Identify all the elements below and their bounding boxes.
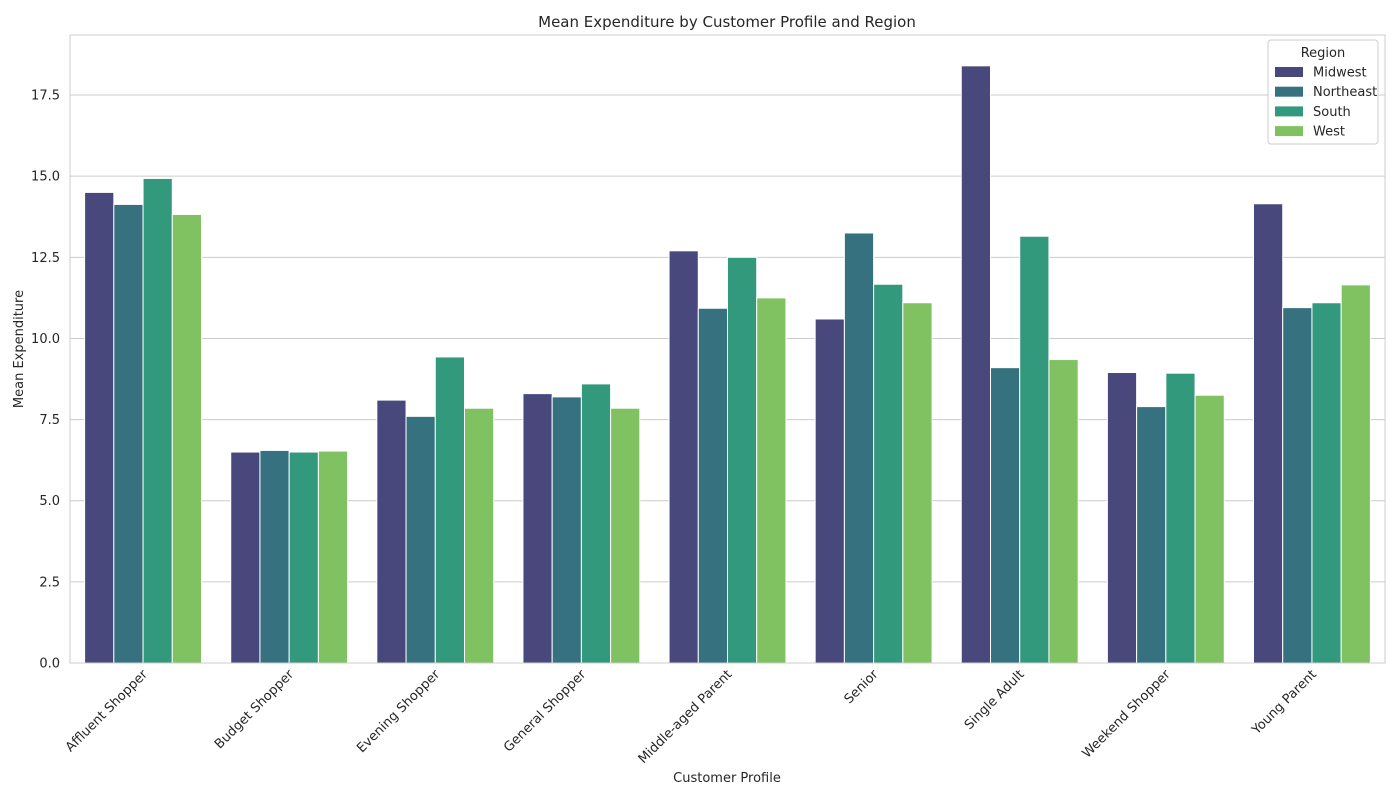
chart-title: Mean Expenditure by Customer Profile and… xyxy=(538,13,916,31)
bars-layer xyxy=(84,65,1371,664)
x-tick-label: Single Adult xyxy=(962,667,1028,733)
y-axis-label: Mean Expenditure xyxy=(12,290,27,408)
y-tick-label: 12.5 xyxy=(31,251,60,266)
bar-west-3 xyxy=(610,407,641,664)
bar-northeast-8 xyxy=(1282,307,1313,664)
y-tick-label: 2.5 xyxy=(39,575,60,590)
bar-midwest-0 xyxy=(84,191,115,664)
y-tick-label: 15.0 xyxy=(31,170,60,185)
bar-west-0 xyxy=(171,213,202,664)
bar-northeast-7 xyxy=(1136,406,1167,664)
bar-midwest-3 xyxy=(522,393,553,664)
y-tick-label: 10.0 xyxy=(31,332,60,347)
bar-northeast-4 xyxy=(697,307,728,664)
x-tick-label: Young Parent xyxy=(1249,667,1320,738)
bar-northeast-0 xyxy=(113,203,144,664)
bar-south-0 xyxy=(142,177,173,664)
x-tick-label: Senior xyxy=(842,667,882,707)
legend-frame xyxy=(1267,39,1379,145)
legend-swatch-west xyxy=(1275,126,1303,137)
bar-west-8 xyxy=(1340,284,1371,664)
bar-south-7 xyxy=(1165,372,1196,664)
bar-south-6 xyxy=(1019,235,1050,664)
bar-midwest-6 xyxy=(960,65,991,664)
bar-midwest-8 xyxy=(1253,203,1284,664)
legend-title: Region xyxy=(1301,46,1346,61)
x-tick-label: Middle-aged Parent xyxy=(636,667,736,767)
bar-northeast-6 xyxy=(990,367,1021,664)
bar-northeast-2 xyxy=(405,415,436,664)
y-tick-label: 0.0 xyxy=(39,657,60,672)
bar-midwest-2 xyxy=(376,399,407,664)
y-tick-label: 7.5 xyxy=(39,413,60,428)
legend: Region Midwest Northeast South West xyxy=(1267,39,1379,145)
bar-northeast-3 xyxy=(551,396,582,664)
bar-midwest-7 xyxy=(1106,372,1138,664)
y-tick-label: 17.5 xyxy=(31,89,60,104)
bar-midwest-1 xyxy=(230,451,261,664)
bar-northeast-5 xyxy=(843,232,875,664)
bar-west-2 xyxy=(464,407,495,664)
legend-label-west: West xyxy=(1313,125,1345,140)
bar-west-4 xyxy=(756,297,787,664)
legend-swatch-midwest xyxy=(1275,67,1303,77)
bar-south-4 xyxy=(727,256,758,664)
legend-entries: Midwest Northeast South West xyxy=(1275,66,1377,140)
bar-northeast-1 xyxy=(259,449,290,664)
legend-swatch-northeast xyxy=(1275,86,1303,97)
legend-label-south: South xyxy=(1313,105,1351,120)
legend-label-midwest: Midwest xyxy=(1313,66,1367,81)
bar-south-2 xyxy=(434,356,465,664)
bar-west-6 xyxy=(1048,359,1079,664)
legend-swatch-south xyxy=(1275,106,1303,117)
x-tick-label: General Shopper xyxy=(501,667,590,756)
bar-west-7 xyxy=(1194,394,1225,664)
x-tick-label: Weekend Shopper xyxy=(1080,667,1175,762)
y-tick-label: 5.0 xyxy=(39,494,60,509)
bar-west-1 xyxy=(317,450,349,664)
x-tick-label: Budget Shopper xyxy=(212,667,297,752)
legend-label-northeast: Northeast xyxy=(1313,85,1377,100)
bar-west-5 xyxy=(902,302,933,664)
bar-south-3 xyxy=(580,383,612,664)
x-axis-label: Customer Profile xyxy=(673,771,781,786)
plot-frame xyxy=(69,34,1386,664)
bar-south-1 xyxy=(288,451,319,664)
bar-midwest-4 xyxy=(668,250,699,664)
x-tick-label: Affluent Shopper xyxy=(63,667,151,755)
bar-south-8 xyxy=(1311,302,1342,664)
bar-midwest-5 xyxy=(814,318,845,664)
bar-south-5 xyxy=(873,283,904,664)
x-tick-label: Evening Shopper xyxy=(354,667,443,756)
